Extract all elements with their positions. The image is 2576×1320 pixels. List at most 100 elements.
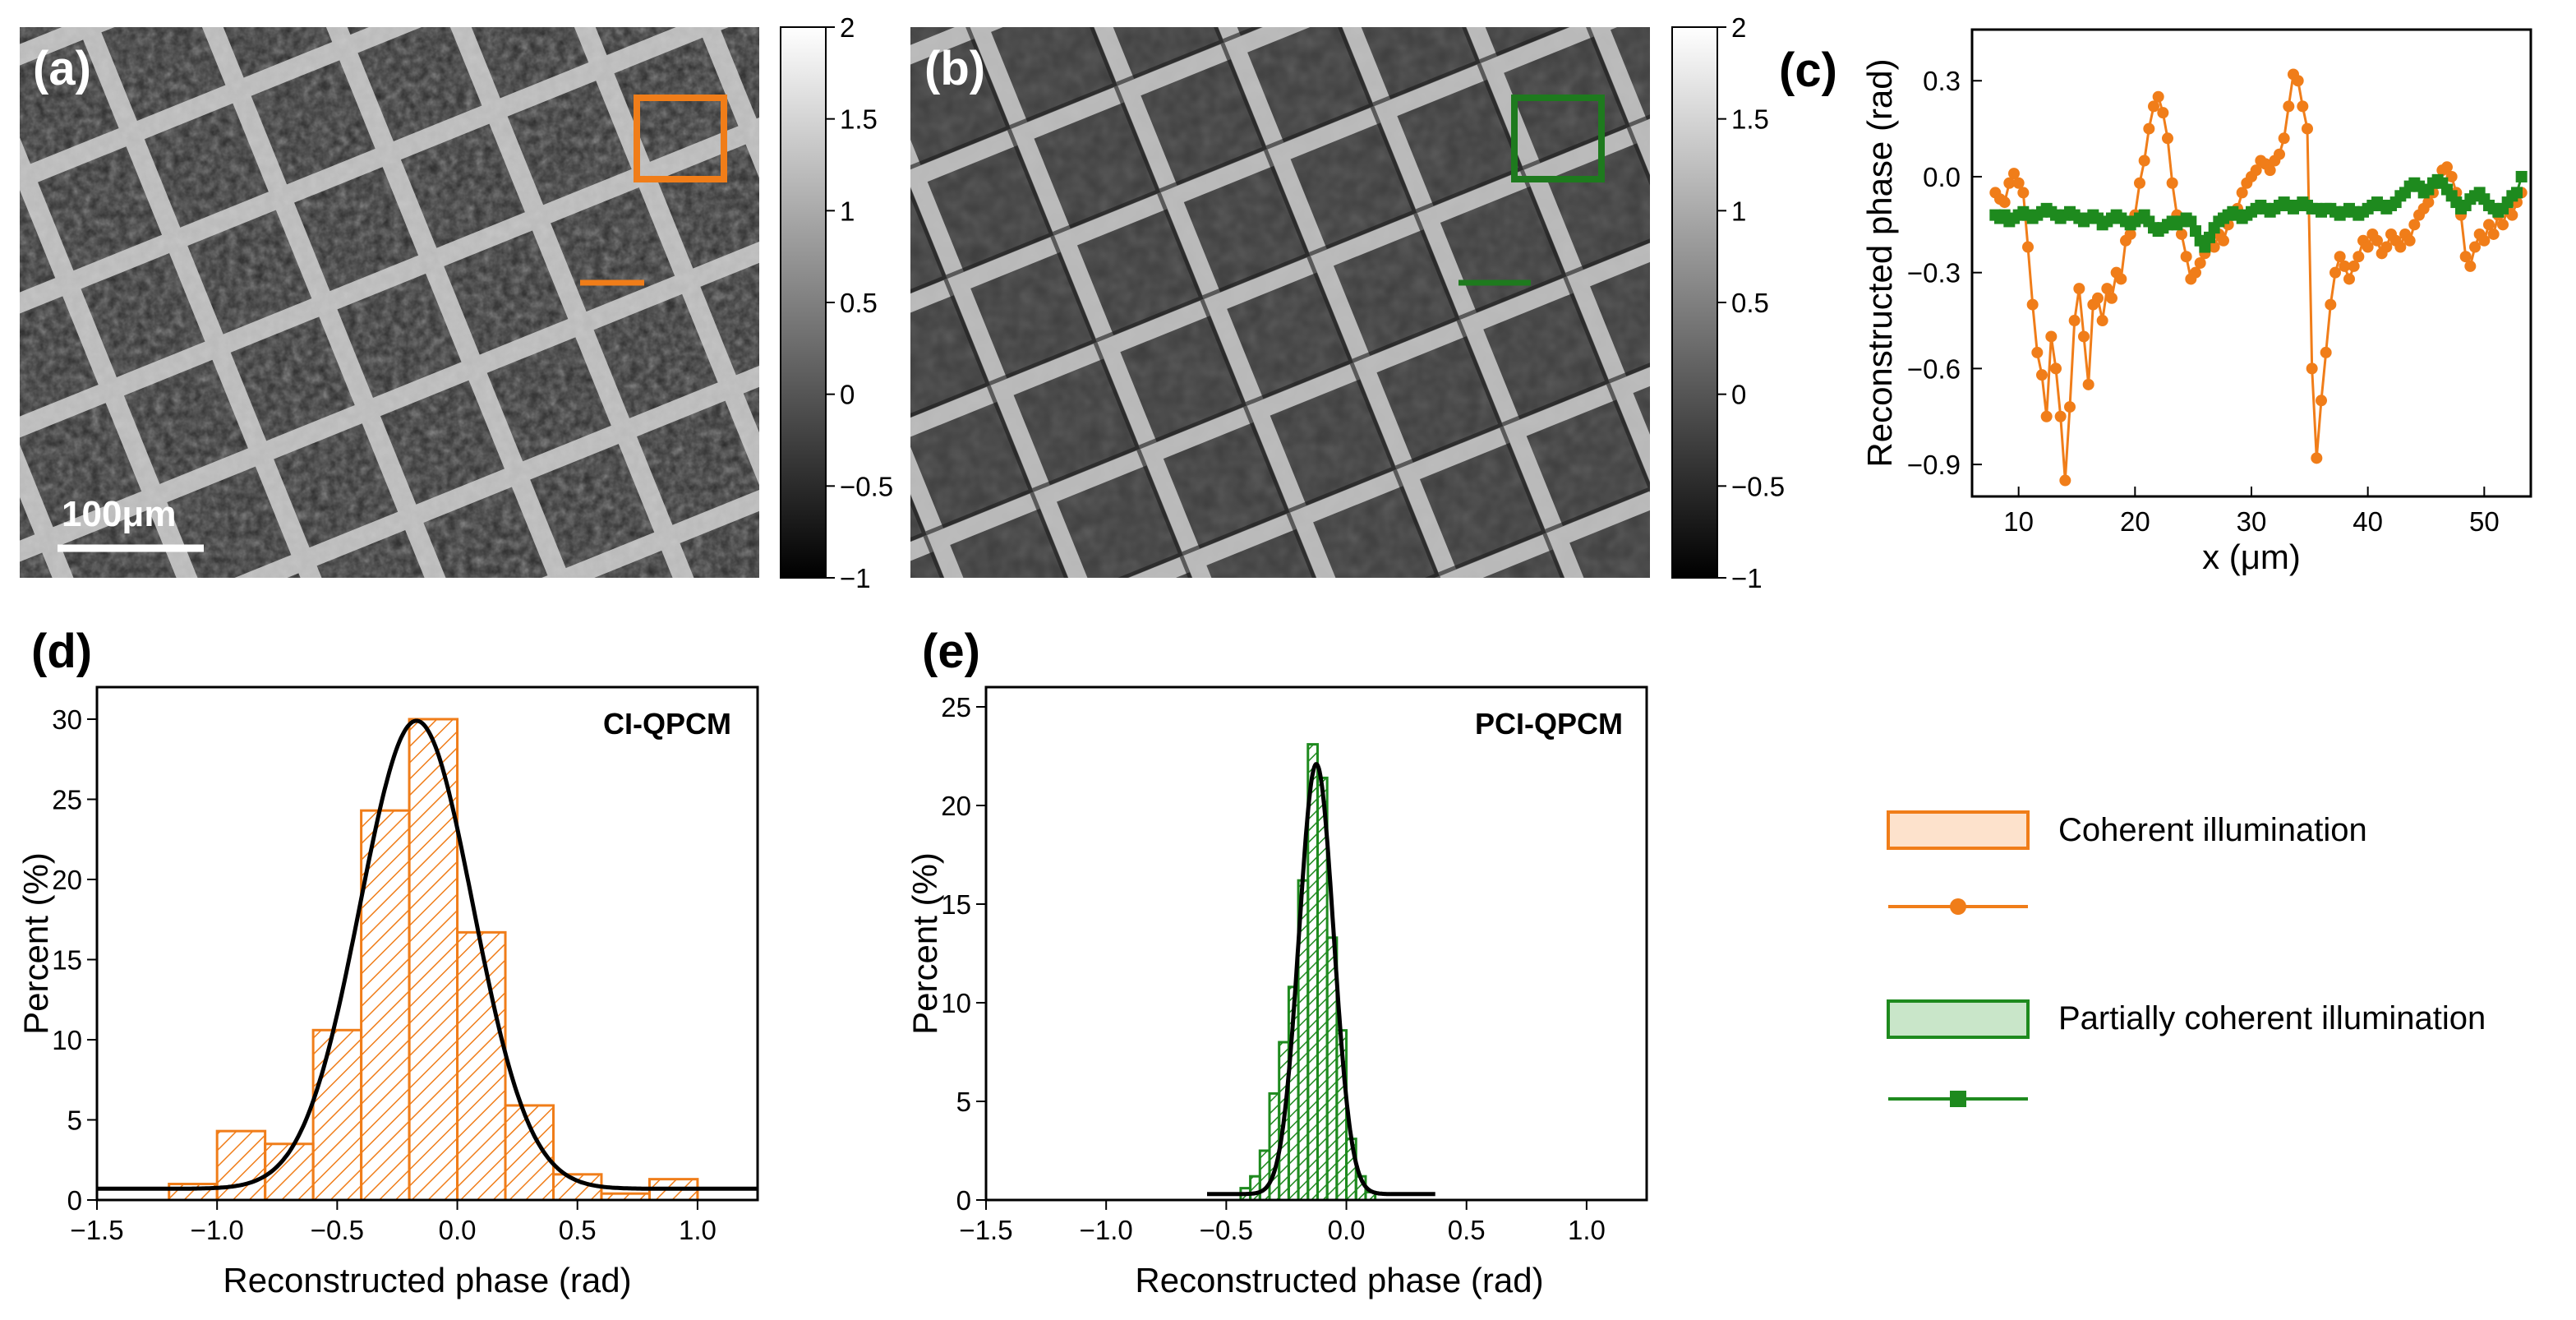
legend-item-partial: Partially coherent illumination	[1887, 999, 2486, 1107]
legend-label-partial: Partially coherent illumination	[2058, 1000, 2486, 1036]
data-point-coherent	[2325, 298, 2337, 311]
data-point-coherent	[2208, 241, 2220, 253]
data-point-coherent	[2143, 122, 2155, 135]
data-point-coherent	[2408, 219, 2421, 231]
data-point-coherent	[2003, 177, 2016, 189]
data-point-coherent	[2278, 132, 2290, 145]
panel-label-d: (d)	[31, 625, 92, 678]
data-point-coherent	[2380, 241, 2393, 253]
y-tick-label-coherent: 0	[67, 1185, 82, 1216]
data-point-coherent	[2092, 292, 2104, 304]
y-tick-label-c: 0.0	[1923, 162, 1961, 192]
data-point-coherent	[2106, 292, 2117, 304]
data-point-coherent	[2059, 474, 2071, 487]
data-point-coherent	[2297, 100, 2309, 113]
data-point-coherent	[2166, 177, 2178, 189]
y-tick-label-coherent: 15	[52, 945, 82, 976]
data-point-coherent	[2483, 219, 2495, 231]
series-line-coherent	[1994, 71, 2523, 481]
data-point-coherent	[2459, 251, 2472, 263]
data-point-coherent	[2362, 241, 2374, 253]
panel-label-e: (e)	[922, 625, 980, 678]
grid-lines-a	[20, 27, 759, 578]
y-tick-label-coherent: 20	[52, 865, 82, 895]
legend-swatch-partial-hist	[1887, 999, 2030, 1039]
y-tick-label-coherent: 30	[52, 704, 82, 735]
colorbar-a-tick-label: 0.5	[840, 288, 878, 318]
x-tick-label-partial: 0.0	[1328, 1215, 1366, 1245]
panel-label-b: (b)	[924, 42, 985, 95]
data-point-coherent	[2441, 161, 2453, 173]
y-tick-label-c: −0.6	[1907, 353, 1961, 384]
data-point-partial	[2515, 170, 2528, 182]
data-point-coherent	[2054, 410, 2067, 422]
x-tick-label-c: 10	[2003, 506, 2034, 537]
x-tick-label-c: 20	[2120, 506, 2150, 537]
histogram-bar-coherent	[311, 1028, 363, 1202]
legend-swatch-coherent-hist	[1887, 810, 2030, 850]
x-axis-label-d: Reconstructed phase (rad)	[223, 1261, 631, 1299]
data-point-coherent	[2236, 187, 2248, 199]
data-point-coherent	[2394, 241, 2407, 253]
data-point-coherent	[2078, 330, 2090, 343]
colorbar-a-tick-label: 2	[840, 12, 855, 43]
grid-lines-b	[910, 27, 1650, 578]
y-axis-label-e: Percent (%)	[906, 852, 944, 1035]
data-point-coherent	[2353, 251, 2365, 263]
data-point-coherent	[2264, 164, 2276, 177]
legend-marker-square	[1950, 1091, 1966, 1107]
x-tick-label-partial: 1.0	[1568, 1215, 1606, 1245]
data-point-coherent	[2320, 346, 2332, 358]
data-point-coherent	[2348, 260, 2360, 272]
colorbar-a-tick-label: 1	[840, 196, 855, 226]
data-point-coherent	[2371, 234, 2383, 247]
data-point-coherent	[2152, 90, 2164, 103]
panel-label-c: (c)	[1779, 44, 1837, 97]
colorbar-b: 2 1.5 1 0.5 0 −0.5 −1	[1671, 12, 1785, 593]
data-point-coherent	[2162, 132, 2173, 145]
gaussian-fit-partial	[1207, 762, 1435, 1197]
histogram-bar-coherent	[456, 930, 507, 1202]
y-tick-label-partial: 10	[941, 988, 971, 1018]
data-point-coherent	[2064, 401, 2076, 413]
x-tick-label-partial: −1.0	[1080, 1215, 1133, 1245]
data-point-coherent	[2250, 164, 2262, 177]
data-point-coherent	[2274, 148, 2285, 160]
plot-frame-e	[984, 685, 1648, 1202]
data-point-coherent	[2036, 369, 2048, 381]
colorbar-b-tick-label: 1	[1731, 196, 1746, 226]
roi-box-green	[1511, 95, 1605, 182]
scale-bar-label: 100μm	[62, 494, 176, 534]
data-point-coherent	[2008, 168, 2020, 180]
panel-label-a: (a)	[33, 42, 91, 95]
data-point-coherent	[2124, 228, 2136, 240]
histogram-partial: (e) −1.5 −1.0 −0.5 0.0 0.5 1.0 0 5 10 15 20 25 PCI-…	[906, 625, 1648, 1299]
y-axis-label-c: Reconstructed phase (rad)	[1860, 58, 1899, 467]
data-point-coherent	[2422, 196, 2435, 209]
data-point-coherent	[2302, 122, 2313, 135]
data-point-coherent	[2190, 266, 2201, 279]
x-tick-label-coherent: −1.5	[70, 1215, 123, 1245]
data-point-coherent	[2292, 75, 2304, 87]
y-tick-label-c: −0.3	[1907, 258, 1961, 288]
x-axis-label-c: x (μm)	[2202, 538, 2301, 576]
legend-item-coherent: Coherent illumination	[1887, 810, 2367, 915]
data-point-coherent	[2469, 241, 2481, 253]
data-point-coherent	[2339, 260, 2351, 272]
data-point-coherent	[2283, 100, 2295, 113]
data-point-coherent	[2403, 234, 2416, 247]
histogram-bar-partial	[1249, 1175, 1261, 1202]
histogram-coherent: (d) −1.5 −1.0 −0.5 0.0 0.5 1.0 0 5 10 15 20 25 30 CI…	[16, 625, 759, 1299]
colorbar-b-tick-label: 0	[1731, 380, 1746, 410]
legend-marker-circle	[1950, 898, 1966, 915]
y-tick-label-partial: 0	[956, 1185, 971, 1216]
data-point-coherent	[2017, 187, 2030, 199]
data-point-coherent	[2138, 155, 2150, 167]
data-point-coherent	[2045, 330, 2058, 343]
data-point-coherent	[2306, 362, 2318, 375]
x-tick-label-c: 50	[2469, 506, 2500, 537]
data-point-coherent	[2115, 273, 2127, 285]
data-point-coherent	[2218, 234, 2229, 247]
x-tick-label-coherent: 1.0	[679, 1215, 717, 1245]
plot-frame-c	[1970, 28, 2532, 498]
